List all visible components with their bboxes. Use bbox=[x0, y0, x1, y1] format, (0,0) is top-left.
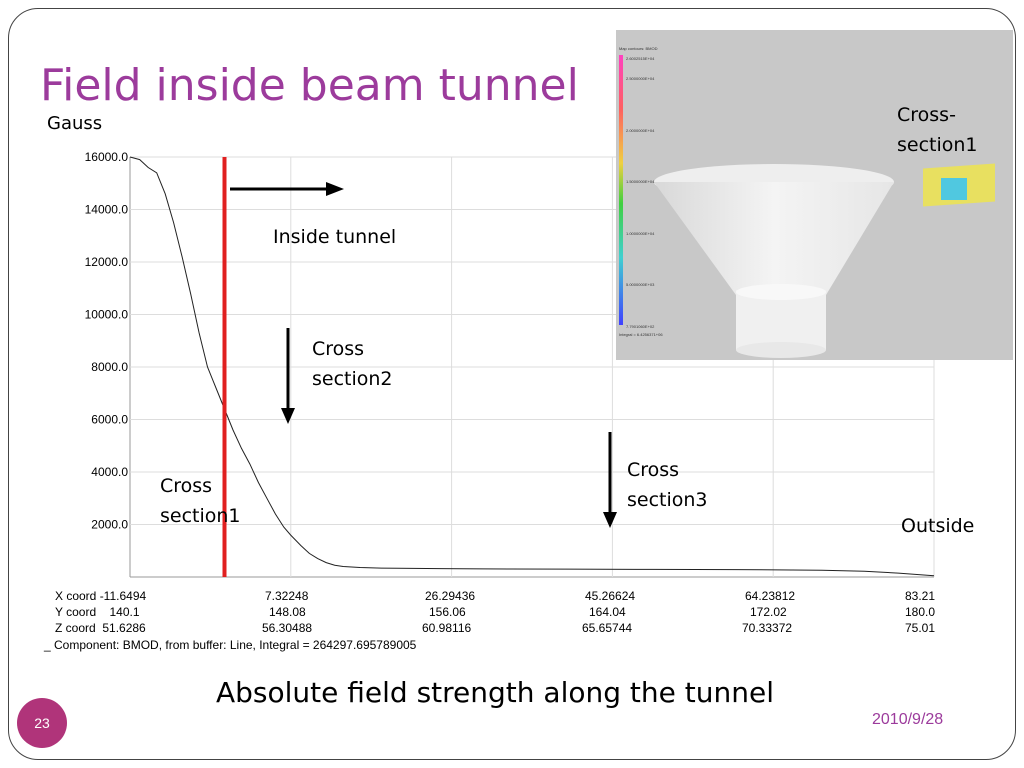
inset-legend-value: 5.0000000E+03 bbox=[626, 282, 655, 287]
annotation-cross-section3-line2: section3 bbox=[627, 489, 708, 511]
y-unit-label: Gauss bbox=[47, 113, 103, 134]
field-map-inset: Map contours: BMOD 2.6002515E+04 2.50000… bbox=[616, 30, 1013, 360]
color-scale-bar bbox=[619, 55, 623, 325]
inset-legend-value: 2.5000000E+04 bbox=[626, 76, 655, 81]
series-line bbox=[129, 156, 935, 577]
component-info: _ Component: BMOD, from buffer: Line, In… bbox=[44, 638, 417, 652]
annotation-cross-section3-line1: Cross bbox=[627, 459, 680, 481]
inset-label-line2: section1 bbox=[897, 134, 978, 156]
cross-section-field bbox=[941, 178, 967, 200]
page-number-badge: 23 bbox=[17, 698, 67, 748]
slide-caption: Absolute field strength along the tunnel bbox=[216, 676, 774, 709]
z-coord-3: 65.65744 bbox=[582, 621, 633, 635]
x-coord-0: X coord -11.6494 bbox=[55, 589, 147, 603]
y-tick-label: 6000.0 bbox=[91, 413, 128, 427]
annotation-cross-section2-line1: Cross bbox=[312, 338, 365, 360]
inset-integral: Integral = 6.4256371+06 bbox=[619, 332, 663, 337]
y-tick-label: 16000.0 bbox=[85, 150, 129, 164]
y-tick-label: 8000.0 bbox=[91, 360, 128, 374]
arrowhead-down-icon bbox=[281, 408, 295, 424]
y-coord-3: 164.04 bbox=[589, 605, 626, 619]
inset-legend-value: 2.0000000E+04 bbox=[626, 128, 655, 133]
y-tick-label: 14000.0 bbox=[85, 203, 129, 217]
annotation-cross-section1-line1: Cross bbox=[160, 475, 213, 497]
y-tick-label: 4000.0 bbox=[91, 465, 128, 479]
y-tick-label: 10000.0 bbox=[85, 308, 129, 322]
slide-date: 2010/9/28 bbox=[872, 711, 944, 728]
slide-title: Field inside beam tunnel bbox=[40, 60, 579, 111]
z-coord-0: Z coord 51.6286 bbox=[55, 621, 146, 635]
y-tick-label: 12000.0 bbox=[85, 255, 129, 269]
inset-legend-value: 1.5000000E+04 bbox=[626, 179, 655, 184]
inset-legend-value: 2.6002515E+04 bbox=[626, 56, 655, 61]
arrowhead-right-icon bbox=[326, 182, 344, 196]
annotation-outside: Outside bbox=[901, 515, 975, 537]
z-coord-4: 70.33372 bbox=[742, 621, 793, 635]
y-coord-5: 180.0 bbox=[905, 605, 936, 619]
z-coord-5: 75.01 bbox=[905, 621, 936, 635]
y-coord-2: 156.06 bbox=[429, 605, 466, 619]
y-tick-label: 2000.0 bbox=[91, 518, 128, 532]
chart-series bbox=[129, 156, 935, 577]
annotation-arrows bbox=[230, 182, 617, 528]
arrowhead-down-icon bbox=[603, 512, 617, 528]
chart-gridlines bbox=[129, 156, 935, 578]
y-coord-0: Y coord 140.1 bbox=[55, 605, 140, 619]
y-coord-1: 148.08 bbox=[269, 605, 306, 619]
x-coord-5: 83.21 bbox=[905, 589, 936, 603]
inset-label-line1: Cross- bbox=[897, 104, 956, 126]
field-map-render bbox=[619, 55, 995, 358]
inset-legend-title: Map contours: BMOD bbox=[619, 46, 658, 51]
annotation-cross-section2-line2: section2 bbox=[312, 368, 393, 390]
inset-legend-value: 1.0000000E+04 bbox=[626, 231, 655, 236]
y-coord-4: 172.02 bbox=[750, 605, 787, 619]
annotation-cross-section1-line2: section1 bbox=[160, 505, 241, 527]
x-coord-4: 64.23812 bbox=[745, 589, 796, 603]
annotation-inside-tunnel: Inside tunnel bbox=[273, 226, 397, 248]
inset-legend-value: 7.7901060E+02 bbox=[626, 324, 655, 329]
z-coord-2: 60.98116 bbox=[422, 621, 472, 635]
x-coord-3: 45.26624 bbox=[585, 589, 636, 603]
z-coord-1: 56.30488 bbox=[262, 621, 313, 635]
x-coord-2: 26.29436 bbox=[425, 589, 476, 603]
y-tick-labels: 16000.0 14000.0 12000.0 10000.0 8000.0 6000.0… bbox=[85, 150, 129, 532]
x-coord-1: 7.32248 bbox=[265, 589, 309, 603]
